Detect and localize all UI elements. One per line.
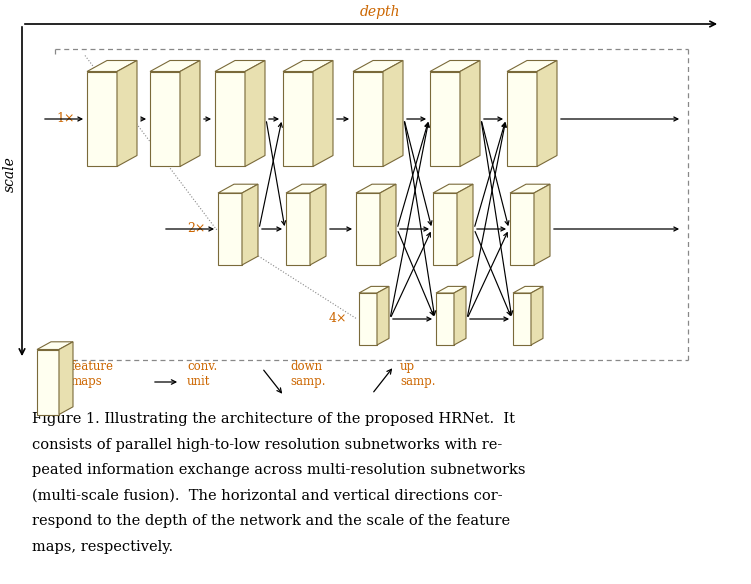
Polygon shape [380,184,396,265]
Text: down
samp.: down samp. [290,360,325,388]
Polygon shape [534,184,550,265]
Polygon shape [433,184,473,193]
Polygon shape [117,61,137,166]
Polygon shape [37,349,59,415]
Polygon shape [218,184,258,193]
Polygon shape [436,286,466,293]
Text: up
samp.: up samp. [400,360,436,388]
Polygon shape [436,293,454,345]
Text: consists of parallel high-to-low resolution subnetworks with re-: consists of parallel high-to-low resolut… [32,437,502,451]
Polygon shape [313,61,333,166]
Polygon shape [430,71,460,166]
Text: scale: scale [3,156,17,192]
Polygon shape [537,61,557,166]
Text: maps, respectively.: maps, respectively. [32,540,173,554]
Text: conv.
unit: conv. unit [187,360,217,388]
Polygon shape [353,71,383,166]
Polygon shape [377,286,389,345]
Text: peated information exchange across multi-resolution subnetworks: peated information exchange across multi… [32,463,526,477]
Polygon shape [460,61,480,166]
Polygon shape [150,71,180,166]
Polygon shape [242,184,258,265]
Polygon shape [283,61,333,71]
Polygon shape [356,184,396,193]
Polygon shape [286,193,310,265]
Polygon shape [180,61,200,166]
Polygon shape [87,71,117,166]
Polygon shape [507,61,557,71]
Polygon shape [531,286,543,345]
Polygon shape [245,61,265,166]
Text: 1×: 1× [56,113,75,126]
Text: 4×: 4× [328,312,347,325]
Polygon shape [383,61,403,166]
Text: respond to the depth of the network and the scale of the feature: respond to the depth of the network and … [32,514,510,528]
Polygon shape [454,286,466,345]
Text: (multi-scale fusion).  The horizontal and vertical directions cor-: (multi-scale fusion). The horizontal and… [32,488,502,502]
Polygon shape [513,286,543,293]
Text: Figure 1. Illustrating the architecture of the proposed HRNet.  It: Figure 1. Illustrating the architecture … [32,412,515,426]
Text: depth: depth [360,5,400,19]
Polygon shape [286,184,326,193]
Polygon shape [510,184,550,193]
Polygon shape [356,193,380,265]
Text: feature
maps: feature maps [71,360,114,388]
Polygon shape [513,293,531,345]
Polygon shape [218,193,242,265]
Text: 2×: 2× [188,223,206,235]
Polygon shape [353,61,403,71]
Polygon shape [359,293,377,345]
Polygon shape [430,61,480,71]
Polygon shape [359,286,389,293]
Polygon shape [215,71,245,166]
Polygon shape [433,193,457,265]
Polygon shape [457,184,473,265]
Polygon shape [510,193,534,265]
Polygon shape [59,342,73,415]
Polygon shape [283,71,313,166]
Polygon shape [310,184,326,265]
Polygon shape [215,61,265,71]
Polygon shape [37,342,73,349]
Polygon shape [507,71,537,166]
Polygon shape [150,61,200,71]
Polygon shape [87,61,137,71]
